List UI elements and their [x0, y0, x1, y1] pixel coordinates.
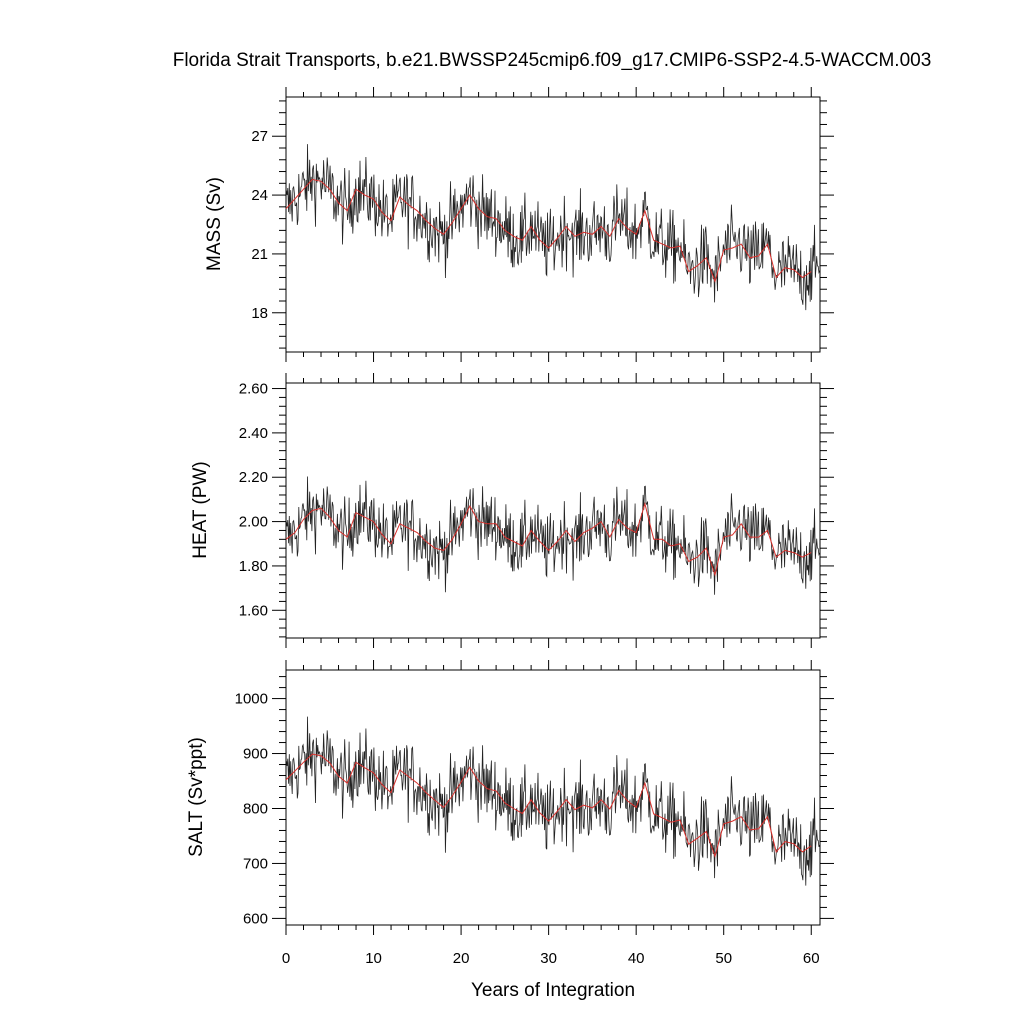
- salt-panel: SALT (Sv*ppt) 600 700 800 900 1000: [186, 660, 834, 935]
- salt-annual-mean-line: [285, 753, 812, 858]
- chart-title: Florida Strait Transports, b.e21.BWSSP24…: [173, 50, 932, 71]
- x-tick-labels: 0 10 20 30 40 50 60: [282, 950, 820, 967]
- x-axis-label: Years of Integration: [471, 980, 635, 1001]
- y-tick-label: 600: [243, 910, 268, 927]
- salt-y-axis-label: SALT (Sv*ppt): [186, 737, 207, 857]
- heat-panel: HEAT (PW) 1.60 1.80 2.00 2.20 2.40 2.60: [190, 373, 834, 648]
- salt-monthly-line: [286, 716, 820, 886]
- y-tick-label: 700: [243, 855, 268, 872]
- mass-annual-mean-line: [285, 178, 812, 284]
- y-tick-label: 800: [243, 800, 268, 817]
- heat-y-axis-label: HEAT (PW): [190, 461, 211, 558]
- heat-plot-frame: [285, 382, 821, 639]
- y-tick-label: 27: [251, 128, 268, 145]
- y-tick-label: 2.20: [239, 469, 268, 486]
- x-tick-label: 0: [282, 950, 290, 967]
- x-tick-label: 30: [540, 950, 557, 967]
- mass-y-axis-label: MASS (Sv): [204, 177, 225, 271]
- y-tick-label: 2.00: [239, 514, 268, 531]
- mass-panel: MASS (Sv) 18 21 24 27: [204, 87, 834, 362]
- x-tick-label: 60: [803, 950, 820, 967]
- y-tick-label: 900: [243, 746, 268, 763]
- x-tick-label: 20: [453, 950, 470, 967]
- heat-annual-mean-line: [285, 501, 812, 577]
- x-tick-label: 40: [628, 950, 645, 967]
- y-tick-label: 2.40: [239, 425, 268, 442]
- y-tick-label: 21: [251, 246, 268, 263]
- y-tick-label: 24: [251, 187, 268, 204]
- y-tick-label: 18: [251, 305, 268, 322]
- y-tick-label: 1.60: [239, 602, 268, 619]
- y-tick-label: 2.60: [239, 381, 268, 398]
- y-tick-label: 1.80: [239, 558, 268, 575]
- y-tick-label: 1000: [235, 691, 268, 708]
- x-tick-label: 50: [715, 950, 732, 967]
- mass-monthly-line: [286, 144, 820, 311]
- heat-monthly-line: [286, 476, 820, 595]
- mass-plot-frame: [285, 96, 821, 353]
- x-tick-label: 10: [365, 950, 382, 967]
